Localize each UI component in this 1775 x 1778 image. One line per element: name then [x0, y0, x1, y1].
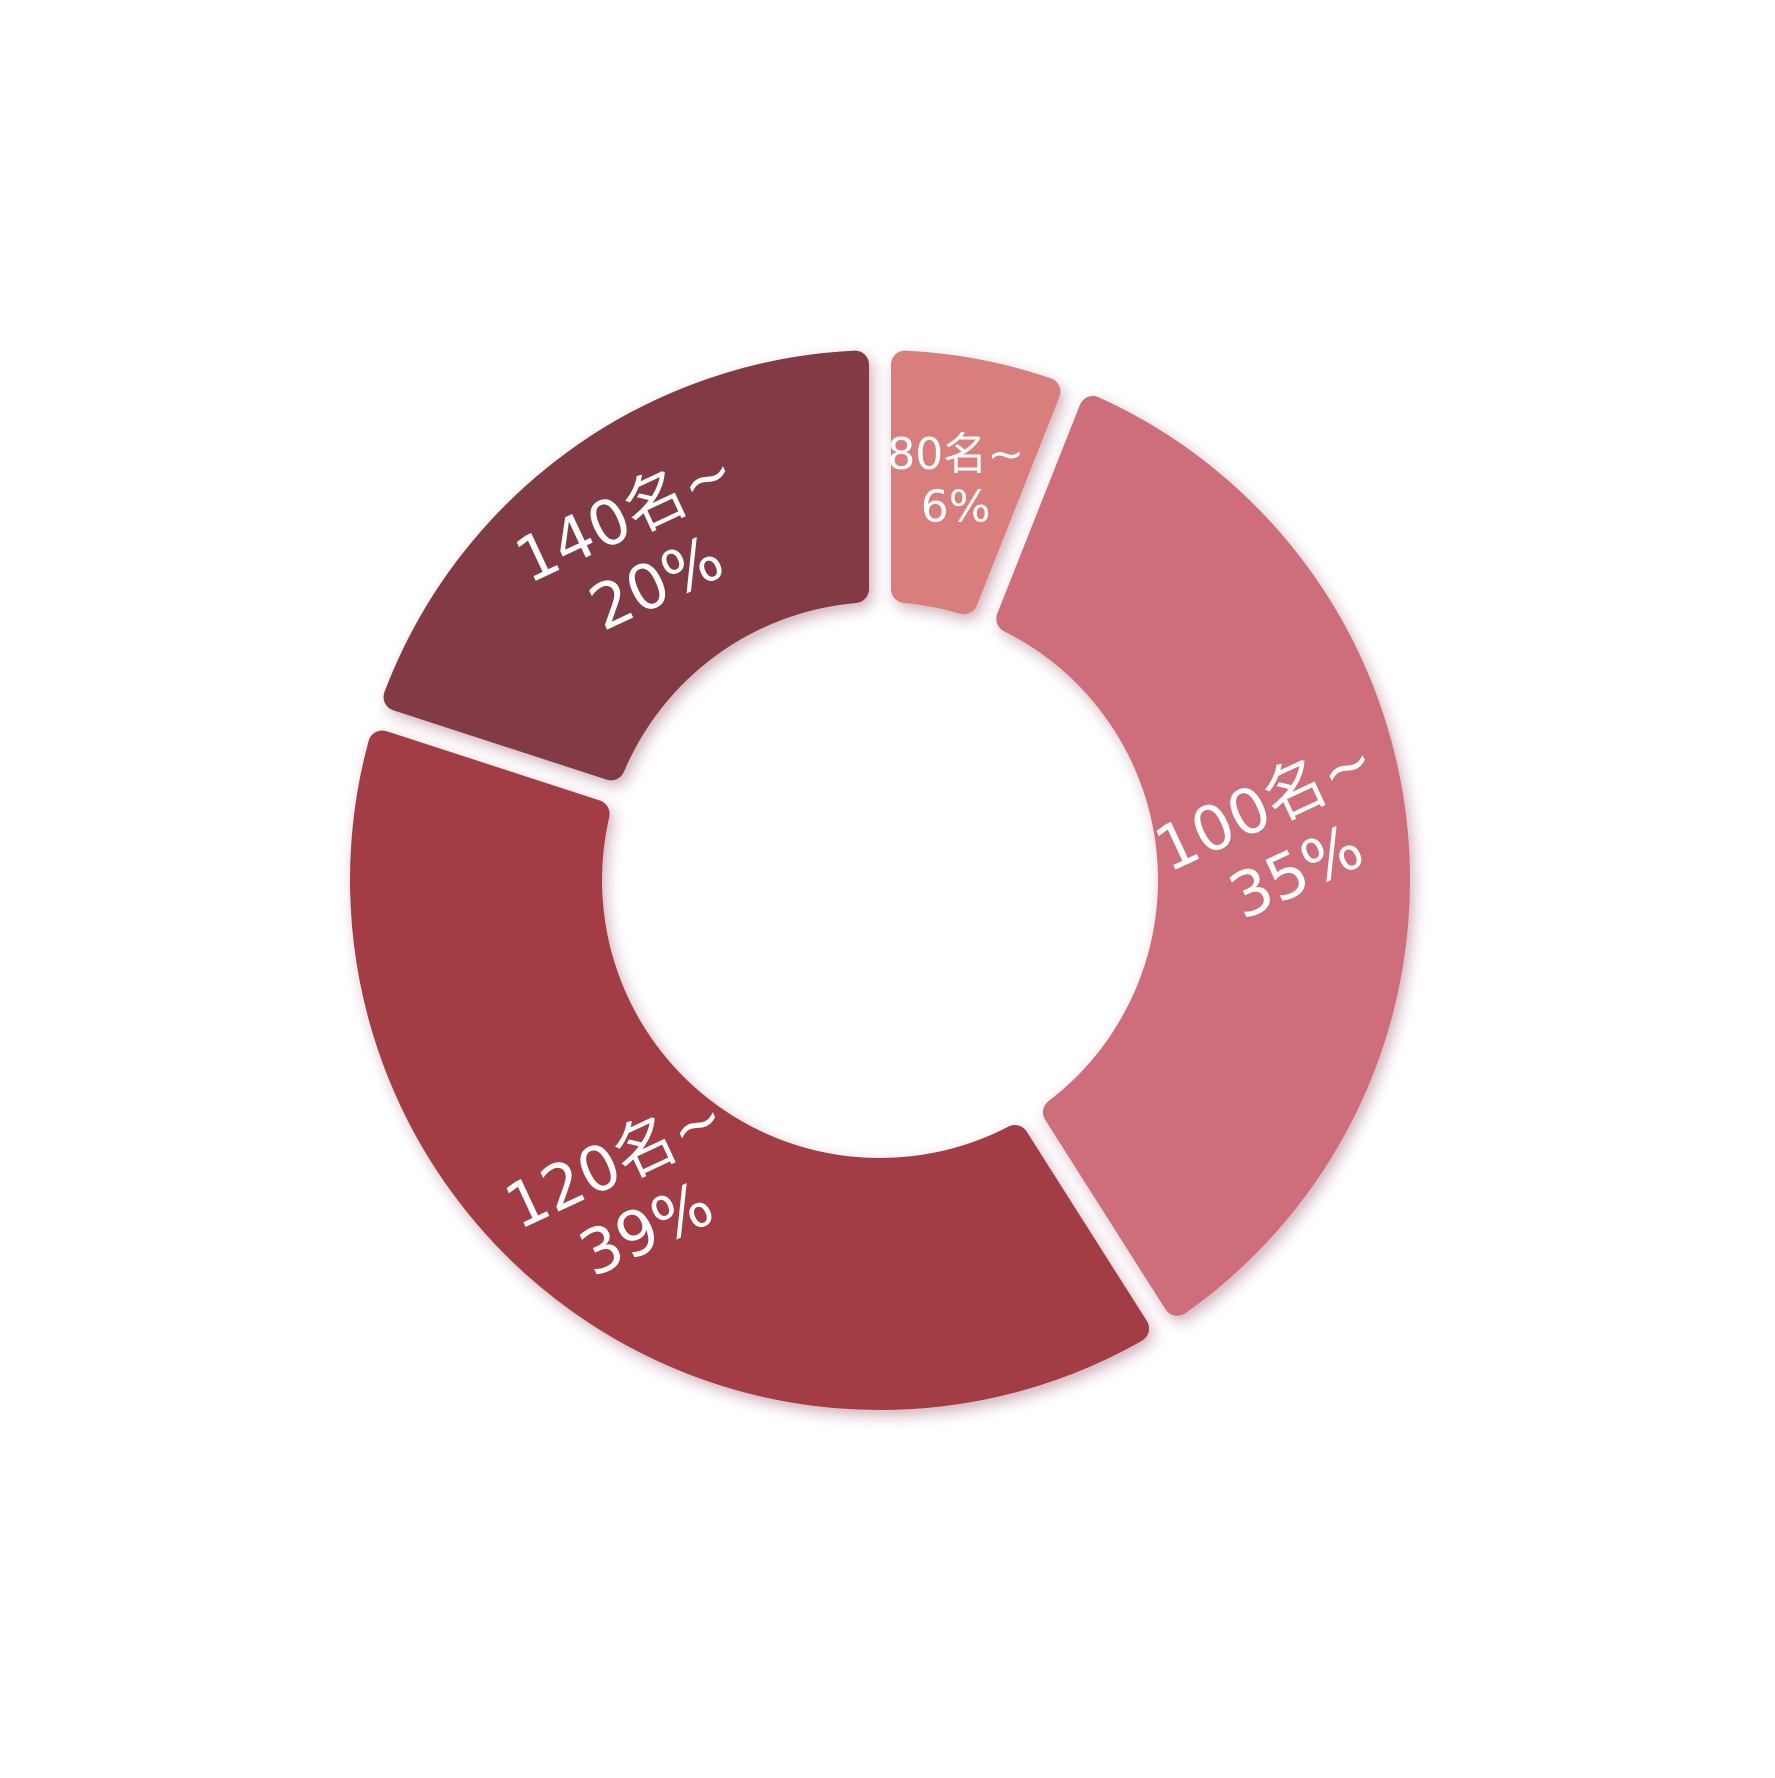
segment — [383, 350, 870, 781]
segment — [350, 730, 1150, 1410]
segments — [350, 350, 1410, 1410]
segment — [996, 395, 1410, 1316]
labels: 80名~6%100名~35%120名~39%140名~20% — [494, 429, 1385, 1291]
value-label: 6% — [921, 482, 991, 533]
segment-label: 80名~6% — [887, 429, 1024, 533]
segment — [890, 350, 1061, 615]
category-label: 80名~ — [887, 429, 1024, 480]
